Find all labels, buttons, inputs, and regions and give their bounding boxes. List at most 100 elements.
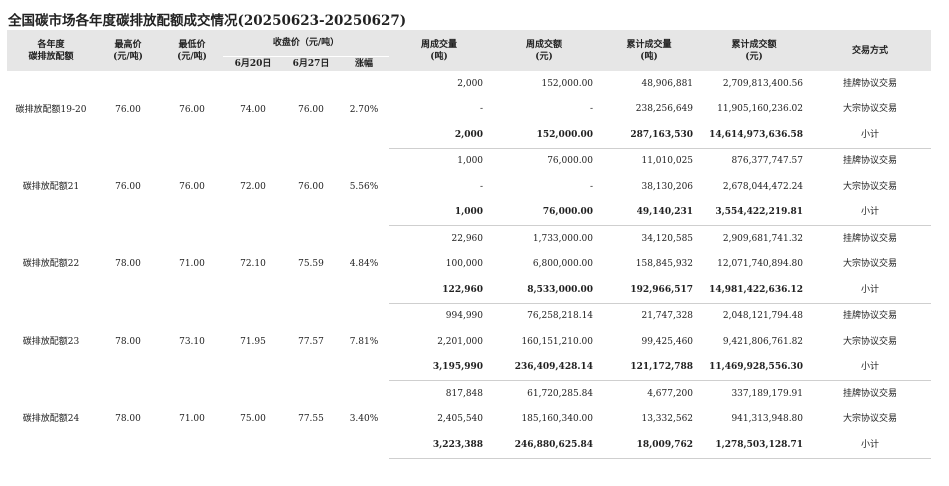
weekly-amount: 76,000.00 [547, 156, 594, 167]
close-0627: 76.00 [298, 181, 324, 192]
cumulative-amount: 2,678,044,472.24 [722, 181, 804, 192]
weekly-amount: 76,000.00 [489, 199, 600, 226]
trade-method: 大宗协议交易 [843, 104, 898, 115]
table-body: 碳排放配额19-20 76.00 76.00 74.00 76.00 2.70%… [7, 71, 932, 459]
high-price: 78.00 [115, 414, 141, 425]
cumulative-amount: 941,313,948.80 [731, 414, 804, 425]
trade-method: 挂牌协议交易 [843, 233, 898, 244]
cumulative-volume: 121,172,788 [599, 354, 700, 381]
trade-method: 挂牌协议交易 [843, 78, 898, 89]
cumulative-volume: 287,163,530 [599, 122, 700, 149]
weekly-volume: 2,201,000 [437, 336, 484, 347]
cumulative-volume: 11,010,025 [641, 156, 694, 167]
table-row: - - 238,256,649 11,905,160,236.02 大宗协议交易 [7, 97, 931, 123]
trade-method: 小计 [809, 354, 932, 381]
trade-method: 小计 [809, 432, 932, 459]
weekly-volume: 22,960 [451, 233, 484, 244]
close-0627: 75.59 [298, 259, 324, 270]
product-name: 碳排放配额21 [22, 181, 80, 192]
subtotal-row: 3,195,990 236,409,428.14 121,172,788 11,… [7, 354, 932, 381]
cumulative-amount: 12,071,740,894.80 [717, 259, 804, 270]
trade-method: 大宗协议交易 [843, 414, 898, 425]
cumulative-volume: 238,256,649 [635, 104, 694, 115]
carbon-trading-table: 各年度 碳排放配额 最高价 (元/吨) 最低价 (元/吨) 收盘价（元/吨） 周… [7, 30, 932, 459]
trade-method: 大宗协议交易 [843, 336, 898, 347]
low-price: 71.00 [179, 414, 205, 425]
table-row: 碳排放配额24 78.00 71.00 75.00 77.55 3.40% 81… [7, 381, 931, 425]
table-row: 2,405,540 185,160,340.00 13,332,562 941,… [7, 407, 931, 433]
product-name: 碳排放配额19-20 [15, 104, 87, 115]
weekly-amount: 152,000.00 [541, 78, 594, 89]
weekly-amount: 236,409,428.14 [489, 354, 600, 381]
weekly-volume: 3,223,388 [389, 432, 490, 459]
cumulative-amount: 876,377,747.57 [731, 156, 804, 167]
table-row: 碳排放配额22 78.00 71.00 72.10 75.59 4.84% 22… [7, 226, 931, 270]
weekly-volume: 3,195,990 [389, 354, 490, 381]
weekly-volume: 2,000 [457, 78, 484, 89]
product-name: 碳排放配额24 [22, 414, 80, 425]
cumulative-volume: 49,140,231 [599, 199, 700, 226]
price-change: 2.70% [349, 104, 379, 115]
table-header: 各年度 碳排放配额 最高价 (元/吨) 最低价 (元/吨) 收盘价（元/吨） 周… [7, 30, 932, 71]
weekly-amount: - [589, 181, 594, 192]
trade-method: 挂牌协议交易 [843, 388, 898, 399]
table-row: 碳排放配额21 76.00 76.00 72.00 76.00 5.56% 1,… [7, 148, 931, 192]
weekly-volume: - [479, 104, 484, 115]
cumulative-amount: 2,909,681,741.32 [722, 233, 804, 244]
weekly-amount: 61,720,285.84 [527, 388, 594, 399]
weekly-volume: 817,848 [445, 388, 484, 399]
subtotal-row: 122,960 8,533,000.00 192,966,517 14,981,… [7, 277, 932, 304]
close-0620: 71.95 [240, 336, 266, 347]
subtotal-row: 1,000 76,000.00 49,140,231 3,554,422,219… [7, 199, 932, 226]
weekly-amount: 8,533,000.00 [489, 277, 600, 304]
weekly-amount: 1,733,000.00 [532, 233, 594, 244]
trade-method: 大宗协议交易 [843, 259, 898, 270]
weekly-amount: 160,151,210.00 [521, 336, 594, 347]
header-trade-method: 交易方式 [809, 30, 932, 71]
price-change: 4.84% [349, 259, 379, 270]
trade-method: 小计 [809, 122, 932, 149]
cumulative-volume: 13,332,562 [641, 414, 694, 425]
close-0620: 72.10 [240, 259, 266, 270]
cumulative-amount: 14,614,973,636.58 [699, 122, 810, 149]
table-row: 碳排放配额19-20 76.00 76.00 74.00 76.00 2.70%… [7, 71, 931, 115]
subtotal-row: 3,223,388 246,880,625.84 18,009,762 1,27… [7, 432, 932, 459]
close-0620: 75.00 [240, 414, 266, 425]
table-row: 碳排放配额23 78.00 73.10 71.95 77.57 7.81% 99… [7, 303, 931, 347]
weekly-volume: 100,000 [445, 259, 484, 270]
header-weekly-volume: 周成交量 (吨) [389, 30, 490, 71]
header-close-price-group: 收盘价（元/吨） [223, 30, 390, 57]
weekly-volume: 1,000 [389, 199, 490, 226]
cumulative-amount: 14,981,422,636.12 [699, 277, 810, 304]
cumulative-volume: 48,906,881 [641, 78, 694, 89]
table-row: - - 38,130,206 2,678,044,472.24 大宗协议交易 [7, 174, 931, 200]
header-close-0627: 6月27日 [283, 56, 339, 71]
header-product: 各年度 碳排放配额 [7, 30, 95, 71]
subtotal-row: 2,000 152,000.00 287,163,530 14,614,973,… [7, 122, 932, 149]
weekly-amount: - [589, 104, 594, 115]
cumulative-volume: 18,009,762 [599, 432, 700, 459]
close-0627: 76.00 [298, 104, 324, 115]
weekly-amount: 185,160,340.00 [521, 414, 594, 425]
header-cumulative-amount: 累计成交额 (元) [699, 30, 810, 71]
weekly-amount: 246,880,625.84 [489, 432, 600, 459]
trade-method: 小计 [809, 199, 932, 226]
product-name: 碳排放配额23 [22, 336, 80, 347]
product-name: 碳排放配额22 [22, 259, 80, 270]
cumulative-amount: 11,469,928,556.30 [699, 354, 810, 381]
cumulative-volume: 34,120,585 [641, 233, 694, 244]
table-row: 100,000 6,800,000.00 158,845,932 12,071,… [7, 252, 931, 278]
cumulative-amount: 9,421,806,761.82 [722, 336, 804, 347]
weekly-amount: 6,800,000.00 [532, 259, 594, 270]
cumulative-volume: 192,966,517 [599, 277, 700, 304]
weekly-volume: - [479, 181, 484, 192]
cumulative-amount: 337,189,179.91 [731, 388, 804, 399]
header-close-0620: 6月20日 [223, 56, 283, 71]
high-price: 78.00 [115, 259, 141, 270]
weekly-amount: 152,000.00 [489, 122, 600, 149]
weekly-volume: 994,990 [445, 311, 484, 322]
weekly-volume: 2,405,540 [437, 414, 484, 425]
cumulative-volume: 99,425,460 [641, 336, 694, 347]
header-cumulative-volume: 累计成交量 (吨) [599, 30, 700, 71]
close-0627: 77.57 [298, 336, 324, 347]
